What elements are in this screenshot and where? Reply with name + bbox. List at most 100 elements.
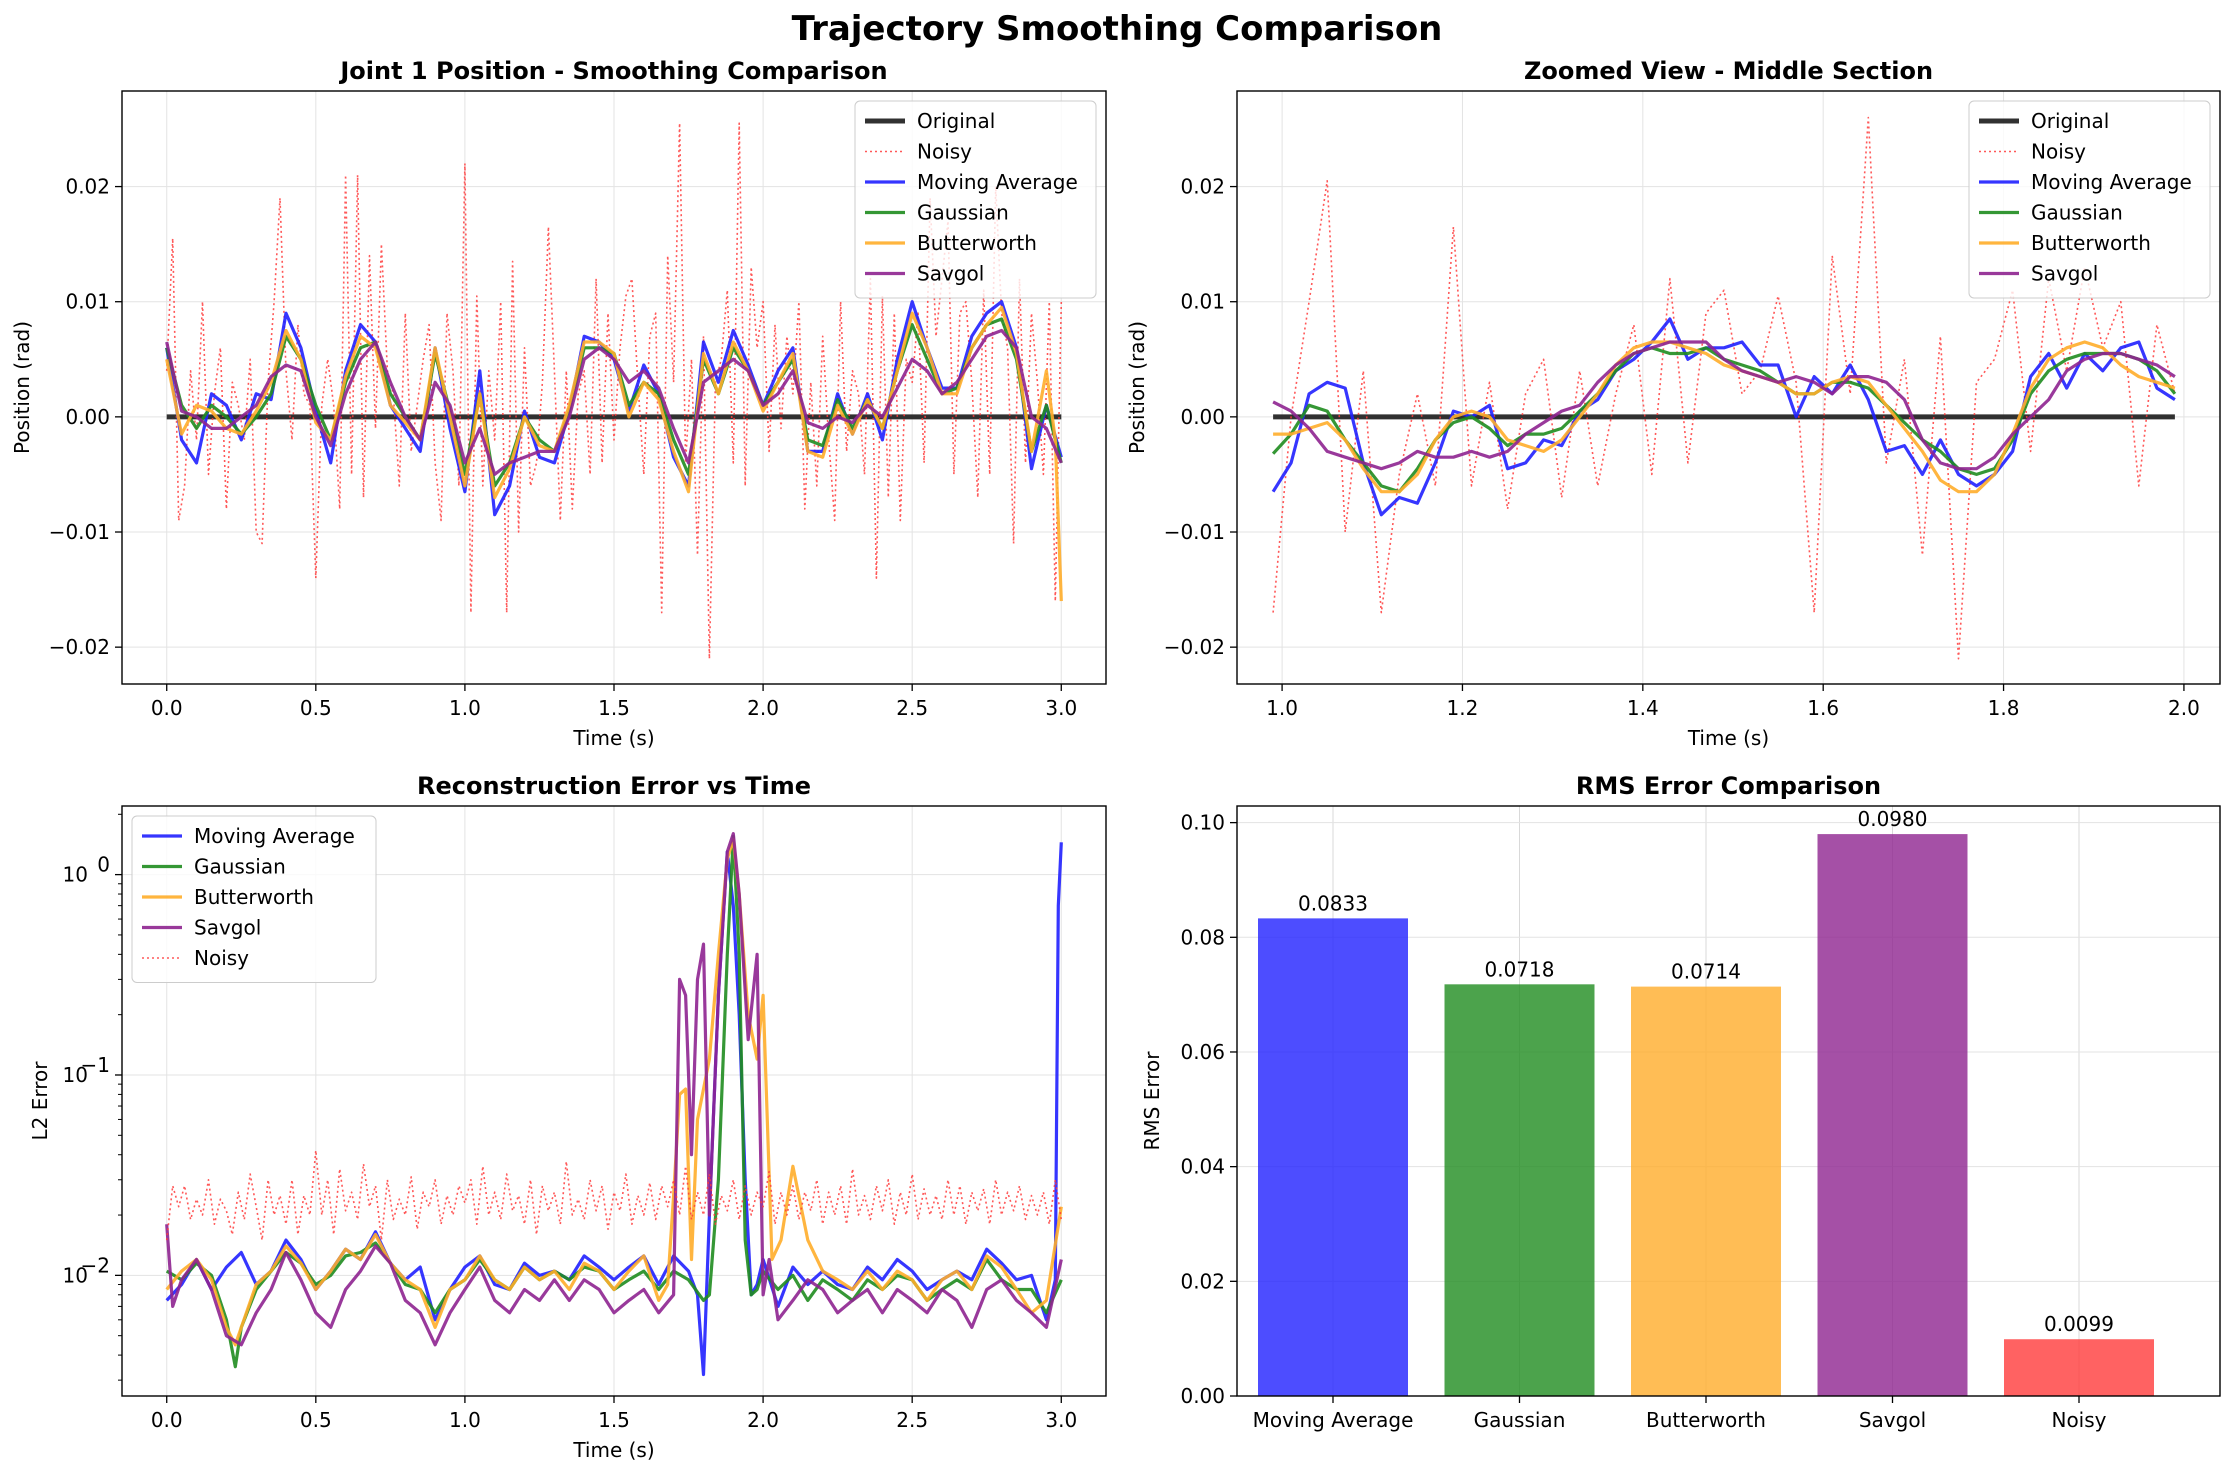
- figure-title: Trajectory Smoothing Comparison: [792, 9, 1443, 49]
- legend-label-noisy: Noisy: [194, 946, 249, 970]
- y-tick-label: −0.01: [49, 520, 110, 544]
- y-tick-label: 0.00: [1180, 1384, 1225, 1408]
- y-tick-label: −0.02: [1164, 635, 1225, 659]
- series-line-gaussian: [165, 834, 1063, 1369]
- series-line-savgol: [165, 832, 1063, 1347]
- x-axis-label: Time (s): [572, 726, 654, 750]
- x-tick-label: 0.5: [300, 696, 332, 720]
- bar-savgol: [1817, 834, 1968, 1396]
- y-tick-label: 0.10: [1180, 811, 1225, 835]
- legend-label-noisy: Noisy: [917, 140, 972, 164]
- data-layer: [165, 832, 1063, 1377]
- plot-frame: [1236, 90, 2221, 685]
- x-tick-label: 3.0: [1045, 696, 1077, 720]
- plot-frame: [121, 805, 1107, 1397]
- y-tick-label: 10: [63, 863, 88, 887]
- y-tick-label: −0.02: [49, 635, 110, 659]
- y-axis-label: Position (rad): [1125, 321, 1149, 454]
- panel-title: Joint 1 Position - Smoothing Comparison: [338, 57, 887, 85]
- legend-label-savgol: Savgol: [194, 916, 261, 940]
- y-tick-label: 0.02: [1180, 1269, 1225, 1293]
- data-layer: [1271, 116, 2177, 660]
- legend-label-noisy: Noisy: [2031, 140, 2086, 164]
- x-axis-label: Time (s): [1687, 726, 1769, 750]
- legend-label-gaussian: Gaussian: [194, 855, 286, 879]
- series-line-noisy: [165, 122, 1063, 660]
- x-axis-label: Time (s): [572, 1438, 654, 1462]
- series-line-savgol: [1272, 340, 2176, 471]
- y-tick-label: 0.04: [1180, 1155, 1225, 1179]
- legend-label-butterworth: Butterworth: [194, 885, 314, 909]
- y-tick-label: 0.06: [1180, 1040, 1225, 1064]
- legend-box: [131, 815, 377, 983]
- y-axis-label: Position (rad): [10, 321, 34, 454]
- legend-label-moving-average: Moving Average: [2031, 170, 2192, 194]
- plot-p1: Joint 1 Position - Smoothing Comparison −…: [10, 57, 1107, 750]
- legend-label-gaussian: Gaussian: [2031, 201, 2123, 225]
- x-tick-label: 1.4: [1627, 696, 1659, 720]
- bar-butterworth: [1631, 986, 1781, 1396]
- x-tick-label: Noisy: [2051, 1408, 2106, 1432]
- panel-title: Reconstruction Error vs Time: [417, 772, 811, 800]
- x-tick-label: Butterworth: [1646, 1408, 1766, 1432]
- y-axis-label: RMS Error: [1140, 1051, 1164, 1151]
- series-line-butterworth: [165, 837, 1063, 1347]
- data-layer: [1258, 834, 2154, 1396]
- x-tick-label: 1.8: [1988, 696, 2020, 720]
- y-tick-label: −0.01: [1164, 520, 1225, 544]
- series-line-butterworth: [1273, 340, 2176, 494]
- bar-value-label: 0.0718: [1485, 957, 1555, 981]
- bar-value-label: 0.0099: [2044, 1312, 2114, 1336]
- bar-value-label: 0.0980: [1858, 807, 1928, 831]
- legend: Original Noisy Moving Average Gaussian Butte…: [1968, 100, 2211, 299]
- y-tick-exponent: −2: [81, 1253, 110, 1277]
- y-tick-label: 0.00: [65, 405, 110, 429]
- x-tick-label: 1.0: [449, 696, 481, 720]
- plot-frame: [1236, 805, 2221, 1397]
- bar-gaussian: [1444, 984, 1595, 1396]
- panel-title: Zoomed View - Middle Section: [1524, 57, 1933, 85]
- y-tick-label: 0.02: [1180, 175, 1225, 199]
- legend-label-original: Original: [2031, 109, 2109, 133]
- bar-value-label: 0.0714: [1671, 960, 1741, 984]
- legend-label-savgol: Savgol: [917, 262, 984, 286]
- x-tick-label: 1.0: [449, 1408, 481, 1432]
- x-tick-label: Moving Average: [1253, 1408, 1414, 1432]
- legend-label-butterworth: Butterworth: [2031, 231, 2151, 255]
- y-tick-label: 0.08: [1180, 925, 1225, 949]
- x-tick-label: 2.5: [896, 1408, 928, 1432]
- data-layer: [165, 122, 1063, 660]
- x-tick-label: 1.6: [1807, 696, 1839, 720]
- y-tick-label: 0.02: [65, 175, 110, 199]
- y-tick-label: 0.01: [1180, 290, 1225, 314]
- legend-box: [854, 100, 1097, 299]
- x-tick-label: 2.0: [2168, 696, 2200, 720]
- x-tick-label: 1.2: [1447, 696, 1479, 720]
- plot-frame: [121, 90, 1107, 685]
- x-tick-label: Savgol: [1859, 1408, 1926, 1432]
- legend-label-original: Original: [917, 109, 995, 133]
- series-line-savgol: [165, 328, 1063, 476]
- x-tick-label: Gaussian: [1474, 1408, 1566, 1432]
- x-tick-label: 0.0: [151, 1408, 183, 1432]
- y-tick-label: 0.01: [65, 290, 110, 314]
- legend-label-savgol: Savgol: [2031, 262, 2098, 286]
- y-tick-label: 10: [63, 1263, 88, 1287]
- plot-p2: Zoomed View - Middle Section −0.02 −0.01 0.…: [1125, 57, 2221, 750]
- y-tick-exponent: −1: [81, 1053, 110, 1077]
- bar-noisy: [2004, 1339, 2154, 1396]
- x-tick-label: 2.5: [896, 696, 928, 720]
- plot-p4: RMS Error Comparison 0.00 0.02 0.04 0.06 0.08…: [1140, 772, 2221, 1432]
- panel-title: RMS Error Comparison: [1576, 772, 1881, 800]
- x-tick-label: 1.5: [598, 696, 630, 720]
- x-tick-label: 0.0: [151, 696, 183, 720]
- legend-label-gaussian: Gaussian: [917, 201, 1009, 225]
- x-tick-label: 1.0: [1266, 696, 1298, 720]
- legend-box: [1968, 100, 2211, 299]
- legend-label-butterworth: Butterworth: [917, 231, 1037, 255]
- x-tick-label: 3.0: [1045, 1408, 1077, 1432]
- x-tick-label: 1.5: [598, 1408, 630, 1432]
- legend: Moving Average Gaussian Butterworth Savgol N…: [131, 815, 377, 983]
